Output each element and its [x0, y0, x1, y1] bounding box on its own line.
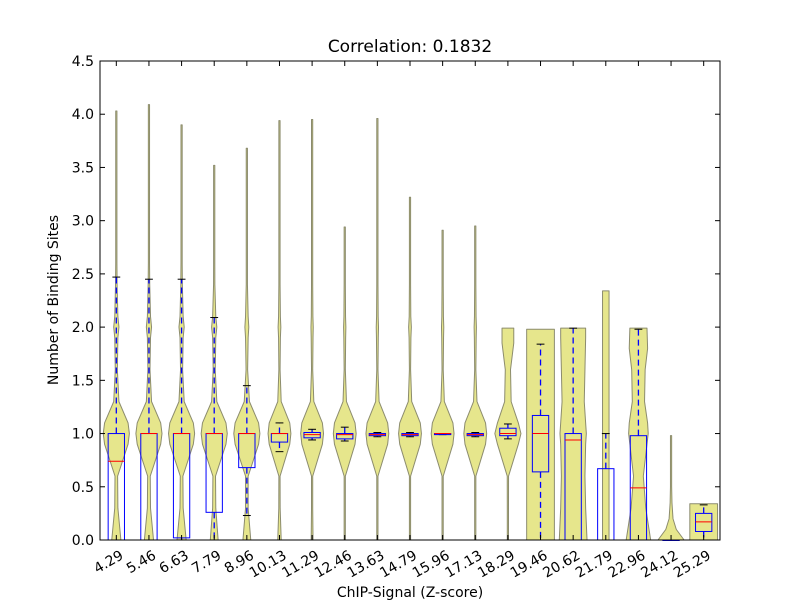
- violin-21.79: [602, 290, 610, 541]
- violin-17.13: [463, 225, 488, 541]
- y-tick-label: 4.5: [72, 54, 94, 70]
- boxplot-10.13: [270, 422, 289, 453]
- y-tick-label: 2.0: [72, 320, 94, 336]
- y-axis-label: Number of Binding Sites: [46, 215, 62, 385]
- y-tick-label: 4.0: [72, 107, 94, 123]
- y-tick-label: 3.0: [72, 214, 94, 230]
- violin-12.46: [332, 226, 357, 541]
- violin-18.29: [494, 327, 522, 541]
- boxplot-8.96: [238, 385, 256, 517]
- x-axis-label: ChIP-Signal (Z-score): [337, 585, 483, 600]
- violin-14.79: [398, 196, 422, 541]
- boxplot-14.79: [401, 431, 419, 438]
- boxplot-15.96: [433, 433, 452, 436]
- y-tick-label: 2.5: [72, 267, 94, 283]
- violin-8.96: [233, 147, 261, 541]
- y-axis-ticks: 0.0 0.5 1.0 1.5 2.0 2.5 3.0 3.5 4.0 4.5: [72, 54, 720, 549]
- box: [499, 427, 517, 437]
- boxplot-13.63: [368, 431, 387, 438]
- y-tick-label: 0.5: [72, 480, 94, 496]
- boxplot-25.29: [695, 504, 713, 541]
- boxplot-12.46: [336, 426, 354, 442]
- box: [531, 414, 550, 473]
- chart-title: Correlation: 0.1832: [328, 37, 492, 57]
- violin-20.62: [558, 327, 588, 541]
- y-tick-label: 0.0: [72, 533, 94, 549]
- violin-10.13: [267, 120, 292, 541]
- violin-24.12: [657, 435, 685, 541]
- y-tick-label: 1.0: [72, 427, 94, 443]
- boxplot-11.29: [303, 428, 321, 441]
- box: [303, 431, 321, 439]
- violin-15.96: [430, 229, 455, 541]
- y-tick-label: 1.5: [72, 373, 94, 389]
- y-tick-label: 3.5: [72, 160, 94, 176]
- boxplot-18.29: [499, 423, 517, 440]
- boxplot-17.13: [466, 431, 484, 438]
- violin-19.46: [526, 328, 555, 541]
- box: [695, 512, 713, 532]
- box: [336, 433, 354, 440]
